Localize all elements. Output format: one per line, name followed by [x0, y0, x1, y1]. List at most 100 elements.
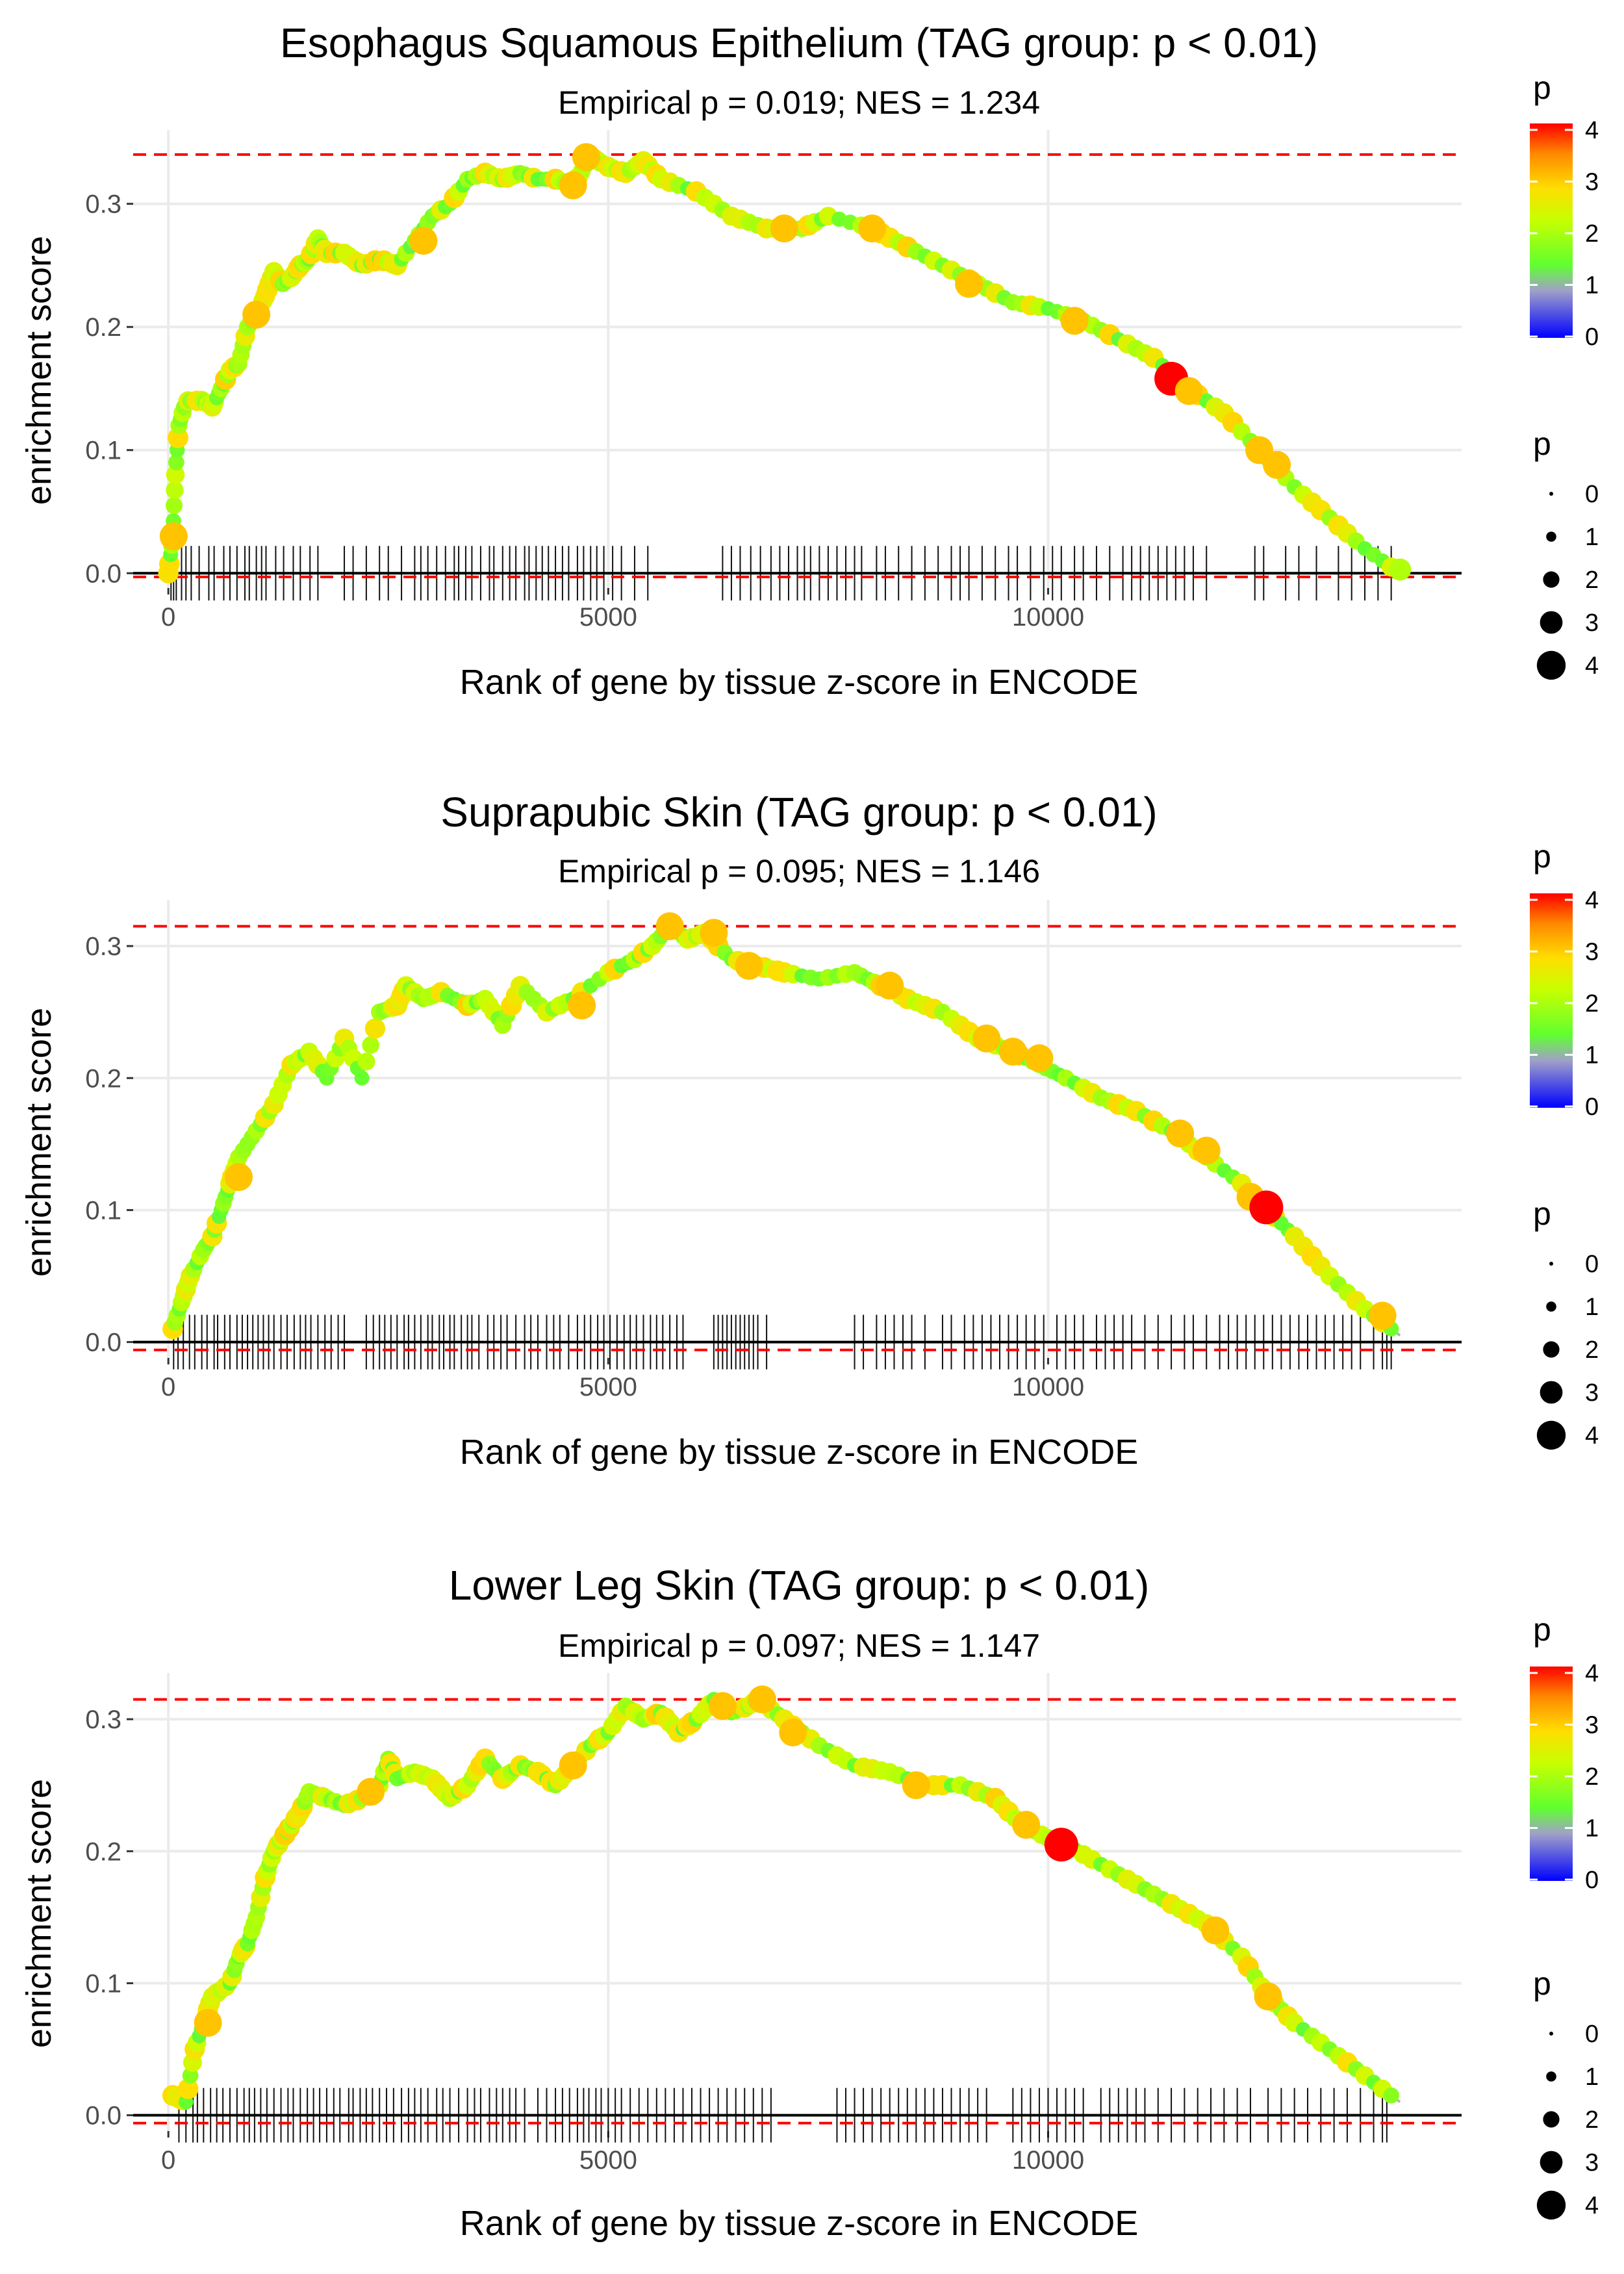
y-tick-label: 0.3 [85, 190, 121, 219]
legend-color: p 4 3 2 1 0 [1530, 1611, 1599, 1894]
panel-suprapubic: Suprapubic Skin (TAG group: p < 0.01) Em… [19, 789, 1599, 1472]
size-legend-label: 1 [1585, 1294, 1599, 1321]
x-axis-label: Rank of gene by tissue z-score in ENCODE [460, 2204, 1138, 2243]
gene-point [1389, 558, 1412, 581]
size-legend-label: 1 [1585, 2063, 1599, 2091]
size-legend-label: 1 [1585, 524, 1599, 551]
y-tick-label: 0.1 [85, 1196, 121, 1225]
x-tick-label: 5000 [579, 603, 637, 632]
y-tick-label: 0.0 [85, 559, 121, 588]
gene-point [357, 1778, 385, 1806]
gene-point [700, 919, 728, 947]
plot-area: 0.0 0.1 0.2 0.3 0 5000 10000 [85, 1673, 1462, 2175]
gene-point [362, 1036, 379, 1054]
gene-point [955, 270, 983, 298]
size-legend-dot [1546, 531, 1556, 542]
size-legend-label: 4 [1585, 1422, 1599, 1450]
color-legend-label: 4 [1585, 887, 1599, 914]
size-legend-dot [1536, 1420, 1566, 1450]
size-legend-dot [1549, 1262, 1553, 1266]
color-legend-title: p [1533, 1611, 1551, 1648]
x-tick-label: 10000 [1012, 1373, 1084, 1401]
size-legend-dot [1543, 1341, 1560, 1358]
gene-point [972, 1024, 1001, 1053]
gene-point [748, 1685, 776, 1714]
y-axis-label: enrichment score [19, 1008, 58, 1277]
x-tick-label: 5000 [579, 1373, 637, 1401]
y-axis-label: enrichment score [19, 1779, 58, 2048]
legend-color: p 4 3 2 1 0 [1530, 838, 1599, 1121]
y-tick-label: 0.0 [85, 2102, 121, 2130]
gene-point [559, 171, 587, 199]
color-legend-label: 1 [1585, 1041, 1599, 1069]
color-legend-label: 0 [1585, 324, 1599, 351]
color-legend-title: p [1533, 70, 1551, 106]
panel-esophagus: Esophagus Squamous Epithelium (TAG group… [19, 19, 1599, 702]
chart-title: Suprapubic Skin (TAG group: p < 0.01) [440, 789, 1157, 836]
gene-point [166, 481, 184, 500]
gene-point [1263, 450, 1291, 479]
color-legend-label: 3 [1585, 168, 1599, 196]
gene-point [902, 1771, 930, 1800]
size-legend-dot [1543, 571, 1560, 588]
gene-point [165, 496, 183, 515]
gene-point [568, 991, 596, 1020]
size-legend-dot [1546, 1301, 1556, 1312]
gene-point [1060, 307, 1089, 335]
chart-subtitle: Empirical p = 0.097; NES = 1.147 [558, 1628, 1040, 1664]
size-legend-dot [1549, 492, 1553, 496]
y-tick-label: 0.3 [85, 1706, 121, 1734]
color-legend-label: 4 [1585, 117, 1599, 144]
size-legend-label: 2 [1585, 567, 1599, 594]
x-tick-label: 0 [161, 1373, 175, 1401]
legend-size: p 0 1 2 3 4 [1533, 426, 1599, 680]
x-tick-label: 0 [161, 2146, 175, 2175]
gene-point [242, 300, 271, 329]
panel-lower-leg: Lower Leg Skin (TAG group: p < 0.01) Emp… [19, 1562, 1599, 2243]
color-legend-label: 1 [1585, 1815, 1599, 1842]
size-legend-dot [1543, 2111, 1560, 2128]
size-legend-dot [1540, 2151, 1563, 2174]
x-axis-label: Rank of gene by tissue z-score in ENCODE [460, 1433, 1138, 1472]
size-legend-title: p [1533, 1965, 1551, 2002]
plot-area: 0.0 0.1 0.2 0.3 0 5000 10000 [85, 130, 1462, 632]
legend-size: p 0 1 2 3 4 [1533, 1965, 1599, 2220]
gene-point [1201, 1916, 1230, 1945]
gene-point [572, 143, 600, 172]
chart-subtitle: Empirical p = 0.019; NES = 1.234 [558, 84, 1040, 121]
gene-point [159, 522, 188, 550]
size-legend-dot [1546, 2071, 1556, 2082]
plot-area: 0.0 0.1 0.2 0.3 0 5000 10000 [85, 900, 1462, 1401]
gene-point [876, 971, 904, 1000]
gene-point [779, 1718, 807, 1746]
y-tick-label: 0.2 [85, 313, 121, 342]
chart-title: Lower Leg Skin (TAG group: p < 0.01) [449, 1562, 1150, 1609]
size-legend-label: 4 [1585, 2192, 1599, 2219]
color-legend-ticks: 4 3 2 1 0 [1530, 887, 1599, 1121]
gene-point [858, 214, 887, 243]
gene-point [708, 1692, 737, 1720]
gene-point [357, 1053, 375, 1071]
chart-subtitle: Empirical p = 0.095; NES = 1.146 [558, 853, 1040, 889]
size-legend-label: 3 [1585, 609, 1599, 637]
enrichment-curve [172, 1697, 1401, 2104]
color-legend-label: 3 [1585, 1711, 1599, 1739]
y-tick-label: 0.1 [85, 1969, 121, 1998]
x-tick-label: 10000 [1012, 603, 1084, 632]
color-legend-label: 4 [1585, 1660, 1599, 1687]
color-legend-ticks: 4 3 2 1 0 [1530, 117, 1599, 351]
gene-point [409, 227, 438, 255]
gene-point [225, 1163, 253, 1192]
legend-color: p 4 3 2 1 0 [1530, 70, 1599, 351]
color-legend-label: 0 [1585, 1867, 1599, 1894]
gene-point [559, 1751, 587, 1780]
size-legend-dot [1536, 650, 1566, 680]
gene-point [177, 2078, 199, 2099]
size-legend-title: p [1533, 426, 1551, 462]
gene-point [166, 465, 185, 484]
gene-point [735, 952, 763, 980]
color-legend-ticks: 4 3 2 1 0 [1530, 1660, 1599, 1894]
color-legend-label: 3 [1585, 938, 1599, 965]
color-legend-label: 2 [1585, 220, 1599, 248]
y-tick-label: 0.1 [85, 437, 121, 465]
